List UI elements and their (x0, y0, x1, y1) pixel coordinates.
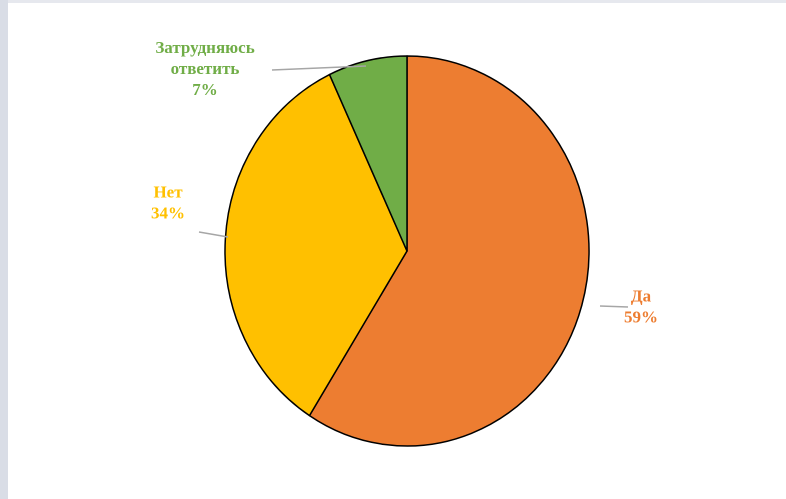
leader-line-2 (271, 65, 367, 71)
window-left-edge (0, 0, 8, 499)
pie-slice-2 (328, 55, 408, 252)
slice-label-1: Нет 34% (151, 183, 185, 223)
slice-label-0: Да 59% (624, 287, 658, 327)
pie-slices (224, 55, 590, 447)
slice-label-2: Затрудняюсь ответить 7% (155, 38, 254, 99)
pie-slice-0 (308, 55, 590, 447)
slice-category-label: Затрудняюсь (155, 38, 254, 57)
slice-category-label: Да (631, 287, 652, 306)
leader-lines (198, 65, 629, 308)
slice-value-label: 59% (624, 308, 658, 327)
slice-value-label: 34% (151, 204, 185, 223)
slice-value-label: 7% (192, 80, 218, 99)
leader-line-1 (198, 231, 229, 238)
slice-labels: Да 59% Нет 34% Затрудняюсь ответить 7% (151, 38, 658, 327)
slice-category-label: ответить (171, 59, 240, 78)
leader-line-0 (599, 305, 629, 308)
slice-category-label: Нет (153, 183, 183, 202)
window-top-edge (8, 0, 786, 3)
pie-slice-1 (224, 73, 408, 417)
